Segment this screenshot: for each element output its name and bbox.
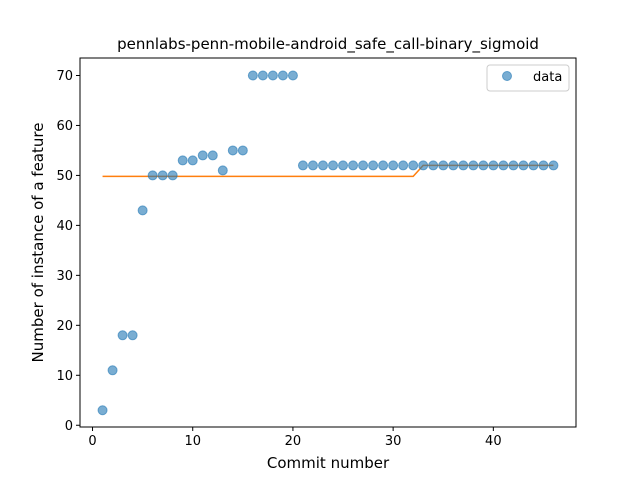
data-point	[267, 70, 278, 81]
data-point	[448, 160, 459, 171]
x-tick-label: 40	[485, 434, 502, 449]
data-point	[388, 160, 399, 171]
y-axis-label: Number of instance of a feature	[29, 123, 47, 363]
data-point	[237, 145, 248, 156]
data-point	[157, 170, 168, 181]
y-tick-label: 70	[56, 69, 73, 84]
y-tick-label: 30	[56, 269, 73, 284]
data-point	[307, 160, 318, 171]
data-point	[227, 145, 238, 156]
data-point	[498, 160, 509, 171]
y-tick-label: 0	[65, 419, 73, 434]
data-point	[257, 70, 268, 81]
x-tick-label: 20	[285, 434, 302, 449]
axis-ticks: 0 10 20 30 40 0 10 20 30 40 50 60 70	[56, 69, 501, 449]
data-point	[277, 70, 288, 81]
data-point	[328, 160, 339, 171]
y-tick-label: 50	[56, 169, 73, 184]
legend-marker	[502, 71, 512, 81]
y-tick-label: 60	[56, 119, 73, 134]
data-point	[317, 160, 328, 171]
data-point	[207, 150, 218, 161]
data-point	[528, 160, 539, 171]
data-point	[147, 170, 158, 181]
data-point	[438, 160, 449, 171]
x-tick-label: 10	[184, 434, 201, 449]
data-point	[177, 155, 188, 166]
data-point	[368, 160, 379, 171]
data-point	[127, 330, 138, 341]
legend-label-data: data	[533, 70, 562, 85]
data-point	[478, 160, 489, 171]
data-point	[358, 160, 369, 171]
data-point	[518, 160, 529, 171]
data-point	[488, 160, 499, 171]
legend: data	[486, 64, 570, 92]
data-point	[247, 70, 258, 81]
fit-line	[102, 164, 554, 178]
data-point	[398, 160, 409, 171]
chart-title: pennlabs-penn-mobile-android_safe_call-b…	[117, 35, 539, 54]
axes-frame	[79, 57, 577, 428]
data-point	[97, 405, 108, 416]
data-point	[538, 160, 549, 171]
data-point	[408, 160, 419, 171]
y-tick-label: 20	[56, 319, 73, 334]
y-tick-label: 10	[56, 369, 73, 384]
data-point	[468, 160, 479, 171]
data-point	[287, 70, 298, 81]
data-point	[548, 160, 559, 171]
data-point	[107, 365, 118, 376]
x-tick-label: 30	[385, 434, 402, 449]
data-point	[508, 160, 519, 171]
x-tick-label: 0	[88, 434, 96, 449]
x-axis-label: Commit number	[267, 454, 390, 472]
y-tick-label: 40	[56, 219, 73, 234]
data-point	[117, 330, 128, 341]
plot-area	[97, 70, 559, 416]
data-point	[348, 160, 359, 171]
data-point	[137, 205, 148, 216]
data-point	[418, 160, 429, 171]
data-point	[217, 165, 228, 176]
data-point	[297, 160, 308, 171]
data-point	[167, 170, 178, 181]
data-point	[378, 160, 389, 171]
data-point	[197, 150, 208, 161]
data-point	[428, 160, 439, 171]
data-point	[458, 160, 469, 171]
data-point	[187, 155, 198, 166]
data-point	[338, 160, 349, 171]
